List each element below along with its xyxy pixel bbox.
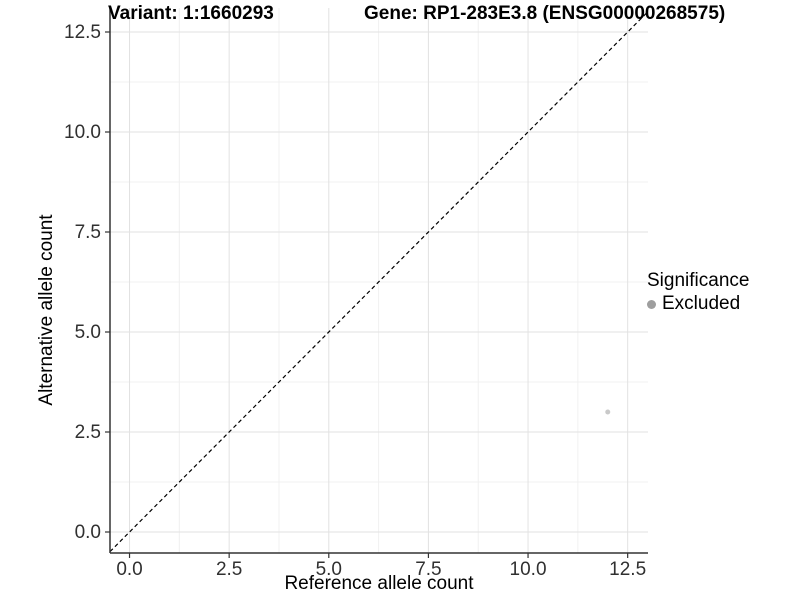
legend: Significance Excluded — [647, 270, 749, 315]
x-tick-label: 12.5 — [609, 559, 646, 580]
y-tick-label: 2.5 — [75, 422, 101, 443]
data-point — [605, 409, 611, 415]
x-tick-label: 10.0 — [510, 559, 547, 580]
y-tick-label: 12.5 — [64, 22, 101, 43]
plot-title-gene: Gene: RP1-283E3.8 (ENSG00000268575) — [364, 3, 726, 24]
x-tick-label: 5.0 — [316, 559, 342, 580]
y-tick-label: 7.5 — [75, 222, 101, 243]
legend-item-label: Excluded — [662, 293, 741, 314]
y-tick-label: 5.0 — [75, 322, 101, 343]
legend-item-excluded: Excluded — [647, 293, 749, 315]
legend-title: Significance — [647, 270, 750, 291]
y-tick-label: 10.0 — [64, 122, 101, 143]
y-axis-title: Alternative allele count — [36, 214, 57, 406]
x-tick-label: 2.5 — [216, 559, 242, 580]
identity-dashed-line — [109, 11, 649, 553]
plot-title-variant: Variant: 1:1660293 — [108, 3, 274, 24]
x-tick-label: 7.5 — [415, 559, 441, 580]
x-tick-label: 0.0 — [116, 559, 142, 580]
excluded-point-icon — [647, 299, 656, 309]
y-tick-label: 0.0 — [75, 522, 101, 543]
x-axis-title: Reference allele count — [284, 573, 474, 594]
